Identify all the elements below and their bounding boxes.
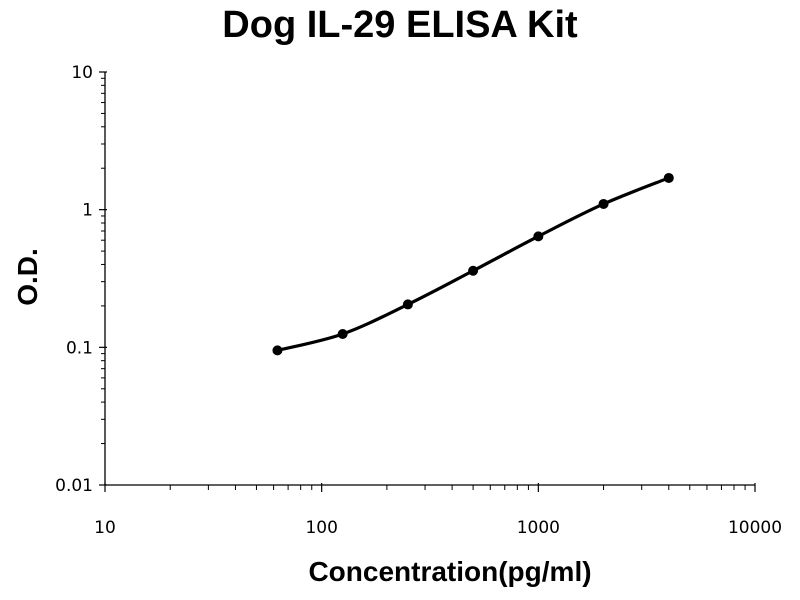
data-point: [337, 328, 348, 339]
data-point: [468, 265, 479, 276]
data-point: [598, 198, 609, 209]
data-point: [663, 172, 674, 183]
y-tick-label: 10: [71, 63, 93, 83]
x-tick-label: 10: [94, 518, 116, 538]
y-tick-label: 1: [82, 201, 93, 221]
x-axis-label: Concentration(pg/ml): [308, 556, 592, 587]
chart-title: Dog IL-29 ELISA Kit: [222, 4, 578, 46]
x-tick-label: 10000: [728, 518, 782, 538]
data-point: [272, 345, 283, 356]
data-point: [533, 231, 544, 242]
y-tick-label: 0.1: [66, 338, 93, 358]
x-tick-label: 100: [305, 518, 337, 538]
x-tick-label: 1000: [517, 518, 560, 538]
data-point: [402, 299, 413, 310]
series-line: [275, 176, 671, 352]
y-tick-label: 0.01: [55, 476, 93, 496]
